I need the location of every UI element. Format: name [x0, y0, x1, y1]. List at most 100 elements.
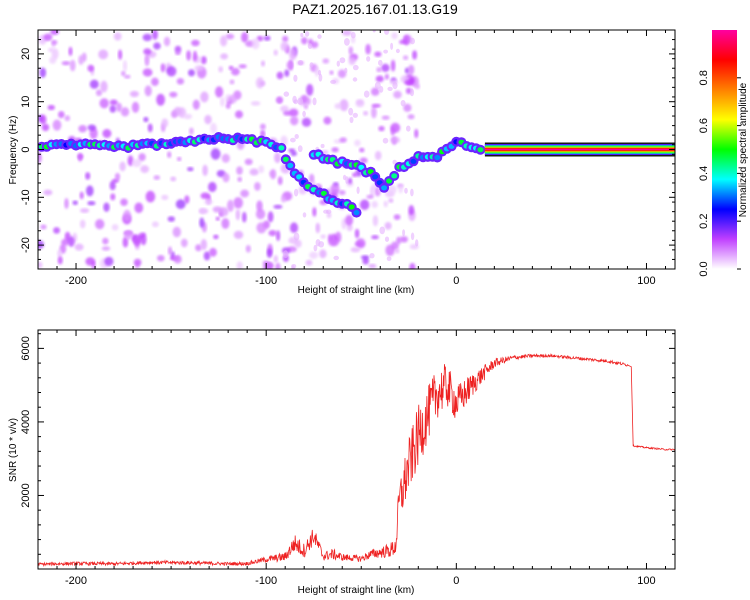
spectrogram-speckle [195, 244, 202, 252]
spectrogram-speckle [80, 208, 90, 214]
spectrogram-speckle [371, 103, 381, 108]
spectrogram-speckle [283, 91, 290, 97]
spectrogram-speckle [415, 83, 420, 90]
spectrogram-speckle [116, 102, 122, 113]
spectrogram-speckle [95, 89, 103, 97]
spectrogram-speckle [78, 125, 87, 133]
snr-panel: -200 -100 0 100 2000 4000 6000 Height of strai… [8, 329, 676, 596]
spectrogram-speckle [292, 95, 297, 104]
spectrogram-speckle [371, 106, 377, 119]
spectrogram-speckle [344, 67, 348, 74]
spectrogram-speckle [174, 45, 182, 54]
spectrogram-speckle [209, 247, 217, 257]
spectrogram-speckle [256, 222, 267, 234]
spectrogram-speckle [280, 195, 287, 203]
spectrogram-speckle [402, 229, 406, 237]
spectrogram-speckle [142, 68, 153, 77]
spectrogram-speckle [294, 134, 299, 139]
spectrogram-speckle [320, 234, 326, 239]
spectrogram-speckle [293, 232, 300, 241]
spectrogram-speckle [392, 82, 398, 90]
spectrogram-speckle [309, 251, 319, 259]
spectrogram-speckle [410, 188, 414, 197]
spectrogram-speckle [409, 88, 415, 97]
spectrogram-speckle [233, 230, 244, 239]
snr-xlabel: Height of straight line (km) [298, 585, 415, 596]
spectrogram-speckle [43, 189, 53, 196]
spectrogram-speckle [238, 64, 247, 69]
spectrogram-speckle [192, 99, 200, 110]
spectrogram-speckle [225, 102, 231, 109]
spectrogram-speckle [356, 186, 360, 194]
spectrogram-speckle [218, 66, 223, 73]
spectrogram-speckle [355, 100, 365, 108]
spectrogram-speckle [131, 159, 142, 168]
spectrogram-speckle [310, 41, 319, 49]
spectrogram-speckle [227, 199, 234, 212]
spectrogram-ridge-cell [353, 210, 360, 216]
spectrogram-speckle [184, 195, 190, 204]
spectrogram-speckle [100, 80, 108, 93]
spectrogram-speckle [352, 77, 358, 82]
spectrogram-speckle [384, 222, 392, 230]
spectrogram-speckle [312, 97, 317, 106]
spectrogram-speckle [102, 129, 112, 138]
spectrogram-speckle [289, 48, 297, 61]
spectrogram-speckle [369, 253, 375, 259]
spectrogram-speckle [40, 224, 47, 230]
spectrogram-speckle [172, 226, 181, 238]
spectrogram-speckle [336, 60, 340, 67]
spectrogram-speckle [391, 32, 398, 40]
spectrogram-speckle [359, 199, 370, 211]
spectrogram-xtick-label: -200 [65, 275, 87, 287]
spectrogram-speckle [283, 250, 289, 259]
spectrogram-speckle [51, 40, 58, 45]
spectrogram-speckle [231, 67, 240, 76]
spectrogram-speckle [394, 248, 400, 254]
colorbar-tick-label: 0.4 [698, 166, 710, 181]
spectrogram-speckle [402, 55, 409, 60]
spectrogram-speckle [124, 230, 134, 240]
spectrogram-speckle [403, 103, 412, 112]
spectrogram-speckle [415, 239, 419, 247]
spectrogram-speckle [180, 238, 188, 248]
spectrogram-speckle [134, 202, 144, 214]
spectrogram-speckle [387, 185, 397, 195]
spectrogram-secondary-ridge-cell [372, 174, 379, 180]
spectrogram-speckle [354, 139, 361, 147]
spectrogram-speckle [210, 122, 217, 134]
spectrogram-speckle [122, 60, 128, 72]
colorbar-tick-label: 0.8 [698, 70, 710, 85]
spectrogram-speckle [398, 184, 404, 194]
spectrogram-speckle [129, 90, 139, 98]
spectrogram-speckle [301, 117, 312, 127]
spectrogram-speckle [323, 116, 332, 125]
spectrogram-speckle [259, 81, 266, 86]
spectrogram-speckle [110, 193, 116, 201]
spectrogram-speckle [333, 255, 340, 261]
spectrogram-speckle [102, 237, 109, 245]
spectrogram-speckle [68, 236, 75, 247]
spectrogram-speckle [215, 216, 220, 221]
spectrogram-speckle [142, 33, 152, 42]
spectrogram-speckle [220, 53, 229, 60]
spectrogram-speckle [167, 151, 172, 158]
spectrogram-recovery-ridge-cell [386, 178, 393, 184]
spectrogram-speckle [175, 51, 181, 56]
spectrogram-speckle [200, 239, 207, 251]
spectrogram-speckle [120, 198, 128, 206]
spectrogram-speckle [348, 46, 354, 55]
spectrogram-speckle [87, 201, 96, 206]
spectrogram-speckle [404, 80, 414, 86]
spectrogram-speckle [254, 182, 261, 191]
spectrogram-speckle [41, 123, 50, 132]
spectrogram-speckle [99, 98, 109, 109]
spectrogram-speckle [290, 116, 299, 126]
spectrogram-speckle [57, 249, 62, 257]
spectrogram-speckle [293, 188, 299, 197]
spectrogram-speckle [363, 111, 369, 116]
spectrogram-speckle [144, 85, 152, 97]
spectrogram-speckle [304, 104, 308, 110]
spectrogram-speckle [275, 262, 281, 269]
spectrogram-speckle [153, 42, 161, 50]
